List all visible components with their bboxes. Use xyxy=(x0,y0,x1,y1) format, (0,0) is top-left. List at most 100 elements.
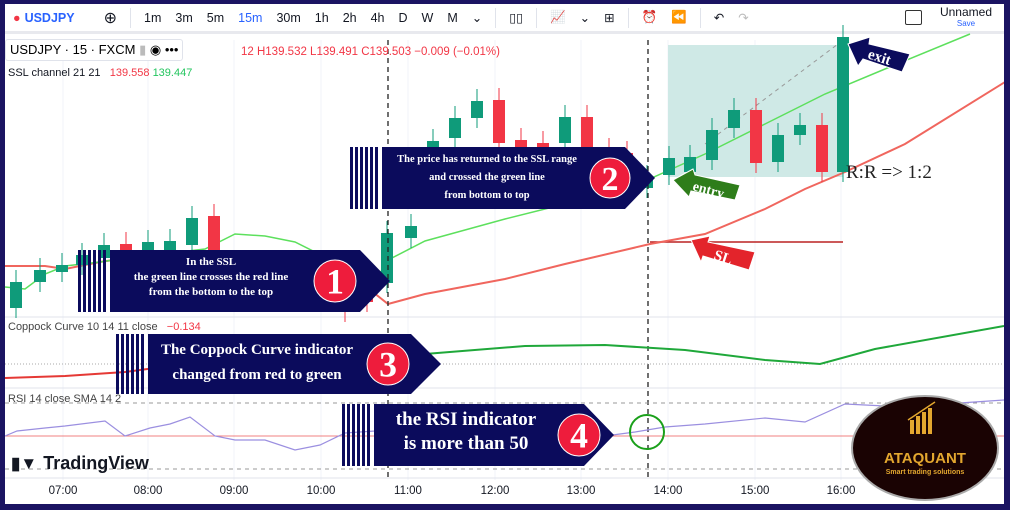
add-symbol-icon[interactable]: ⊕ xyxy=(103,9,117,27)
ssl-legend[interactable]: SSL channel 21 21 139.558 139.447 xyxy=(8,67,192,79)
ssl-label: SSL channel 21 21 xyxy=(8,67,101,79)
banner-body xyxy=(382,147,655,209)
bearish-candle xyxy=(816,125,828,172)
banner-stripe xyxy=(88,250,91,312)
time-label: 11:00 xyxy=(394,485,422,497)
banner-body xyxy=(374,404,614,466)
layout-name[interactable]: Unnamed Save xyxy=(940,6,992,30)
save-button[interactable]: Save xyxy=(956,19,976,28)
candle-type-icon[interactable]: ▯▯ xyxy=(509,11,524,25)
time-label: 15:00 xyxy=(740,485,770,497)
annotation-3: 3 xyxy=(116,334,441,394)
interval-list: 1m 3m 5m 15m 30m 1h 2h 4h D W M xyxy=(137,11,465,25)
interval-5m[interactable]: 5m xyxy=(206,10,225,25)
bullish-candle xyxy=(56,265,68,272)
banner-stripe xyxy=(141,334,144,394)
exit-arrow: exit xyxy=(847,36,911,73)
bullish-candle xyxy=(794,125,806,135)
coppock-label: Coppock Curve 10 14 11 close xyxy=(8,321,158,333)
bullish-candle xyxy=(34,270,46,282)
banner-body xyxy=(148,334,441,394)
interval-1m[interactable]: 1m xyxy=(144,10,162,25)
interval-15m[interactable]: 15m xyxy=(238,10,263,25)
more-icon[interactable]: ••• xyxy=(164,42,179,57)
number-badge-text: 4 xyxy=(570,416,588,456)
layouts-icon[interactable]: ⊞ xyxy=(604,11,615,25)
arrow-icon xyxy=(672,168,741,201)
coppock-legend[interactable]: Coppock Curve 10 14 11 close −0.134 xyxy=(8,321,201,333)
bullish-candle xyxy=(837,37,849,172)
rsi-legend[interactable]: RSI 14 close SMA 14 2 xyxy=(8,393,122,405)
bullish-candle xyxy=(684,157,696,172)
bearish-candle xyxy=(750,110,762,163)
logo-name: ATAQUANT xyxy=(884,450,966,467)
banner-stripe xyxy=(347,404,350,466)
eye-icon[interactable]: ◉ xyxy=(149,42,162,57)
interval-3m[interactable]: 3m xyxy=(175,10,193,25)
logo-bar-icon xyxy=(916,416,920,434)
rr-line xyxy=(704,43,839,145)
annotation-1: 1 xyxy=(78,250,390,312)
stop-loss-arrow: SL xyxy=(690,235,756,271)
annotation-line: The price has returned to the SSL range xyxy=(397,154,577,165)
time-label: 08:00 xyxy=(133,485,163,497)
interval-M[interactable]: M xyxy=(447,10,458,25)
number-badge xyxy=(557,413,601,457)
annotation-2-text: The price has returned to the SSL range a… xyxy=(385,151,589,205)
time-label: 16:00 xyxy=(826,485,856,497)
symbol-legend[interactable]: USDJPY · 15 · FXCM ▮ ◉ ••• xyxy=(5,39,184,61)
toolbar-divider xyxy=(130,7,131,28)
interval-D[interactable]: D xyxy=(398,10,408,25)
banner-body xyxy=(110,250,390,312)
replay-icon[interactable]: ⏪ xyxy=(671,10,687,24)
logo-bar-icon xyxy=(922,412,926,434)
banner-stripe xyxy=(350,147,353,209)
number-badge xyxy=(313,259,357,303)
redo-icon[interactable]: ↷ xyxy=(738,11,749,25)
time-label: 10:00 xyxy=(306,485,336,497)
coppock-value: −0.134 xyxy=(166,321,201,333)
toolbar-divider xyxy=(699,7,701,28)
undo-icon[interactable]: ↶ xyxy=(713,11,725,25)
interval-W[interactable]: W xyxy=(421,10,434,25)
bullish-candle xyxy=(449,118,461,138)
banner-stripe xyxy=(103,250,106,312)
interval-2h[interactable]: 2h xyxy=(342,10,357,25)
banner-stripe xyxy=(355,147,358,209)
flag-icon[interactable]: ▮ xyxy=(139,42,147,57)
symbol-search[interactable]: USDJPY xyxy=(24,10,75,25)
banner-stripe xyxy=(121,334,124,394)
logo-tagline: Smart trading solutions xyxy=(885,469,965,476)
bearish-candle xyxy=(515,140,527,150)
interval-1h[interactable]: 1h xyxy=(314,10,329,25)
bullish-candle xyxy=(10,282,22,308)
symbol-flag-icon: ● xyxy=(13,10,21,25)
interval-30m[interactable]: 30m xyxy=(276,10,301,25)
time-label: 14:00 xyxy=(653,485,683,497)
ohlc-values: 12 H139.532 L139.491 C139.503 −0.009 (−0… xyxy=(241,46,500,58)
interval-4h[interactable]: 4h xyxy=(370,10,385,25)
bullish-candle xyxy=(772,135,784,162)
layout-name-label: Unnamed xyxy=(939,5,992,19)
bullish-candle xyxy=(706,130,718,160)
tradingview-logo-icon: ▮▼ xyxy=(11,453,38,473)
number-badge-text: 3 xyxy=(379,345,397,385)
risk-reward-label: R:R => 1:2 xyxy=(846,162,932,183)
annotation-line: The Coppock Curve indicator xyxy=(160,342,354,358)
top-toolbar: ● USDJPY ⊕ 1m 3m 5m 15m 30m 1h 2h 4h D W M ⌄ ▯▯ 📈 … xyxy=(5,4,1004,34)
banner-stripe xyxy=(370,147,373,209)
banner-stripe xyxy=(131,334,134,394)
banner-stripe xyxy=(367,404,370,466)
number-badge xyxy=(589,157,631,199)
logo-arrow-icon xyxy=(907,401,936,421)
chevron-down-icon[interactable]: ⌄ xyxy=(579,11,591,25)
ssl-green-value: 139.447 xyxy=(152,67,193,79)
chevron-down-icon[interactable]: ⌄ xyxy=(471,11,483,25)
arrow-label: SL xyxy=(712,248,734,269)
alert-icon[interactable]: ⏰ xyxy=(641,10,658,24)
indicators-icon[interactable]: 📈 xyxy=(550,10,566,24)
bullish-candle xyxy=(405,226,417,238)
layout-select-icon[interactable] xyxy=(905,10,922,25)
bullish-candle xyxy=(142,242,154,250)
